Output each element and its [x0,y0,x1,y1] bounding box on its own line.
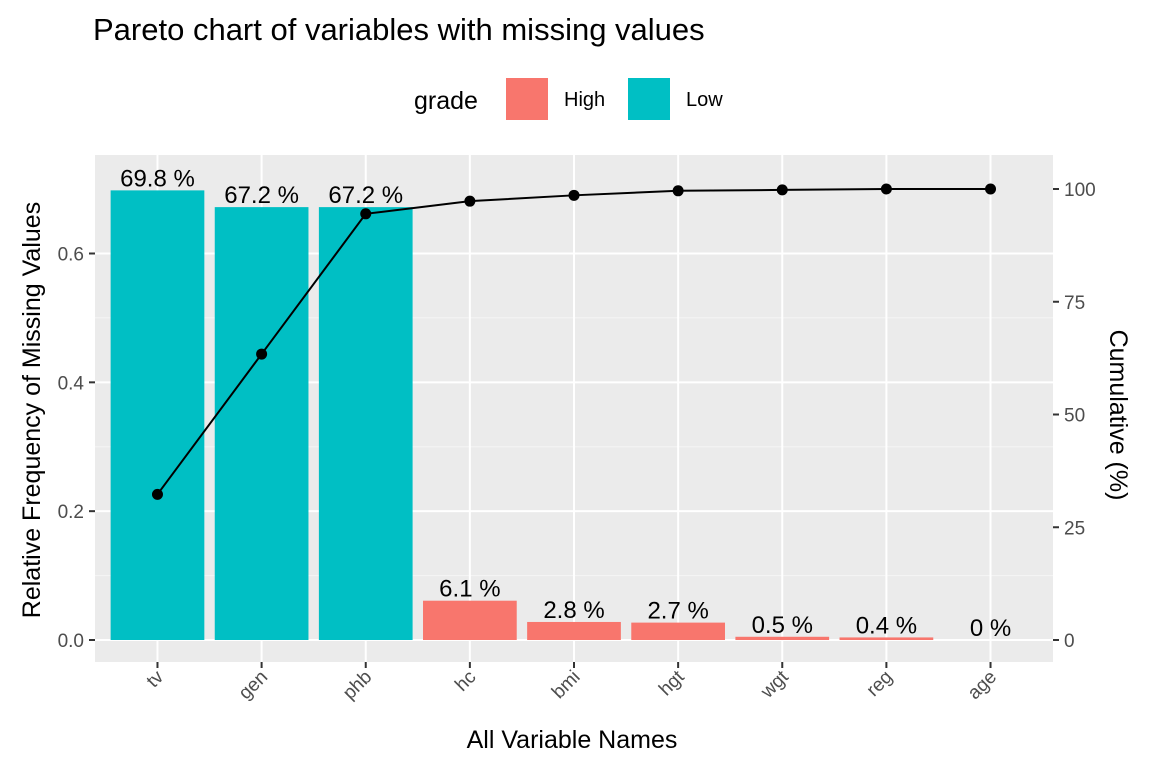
y2-tick-label: 75 [1064,293,1085,314]
bars [110,190,934,640]
bar-label-reg: 0.4 % [856,612,917,639]
x-axis: tv gen phb hc bmi hgt wgt reg age [143,662,1001,704]
bar-label-hgt: 2.7 % [647,598,708,625]
bar-labels: 69.8 % 67.2 % 67.2 % 6.1 % 2.8 % 2.7 % 0.5 % 0.… [120,165,1011,642]
legend-key-high [506,78,548,120]
y2-axis-title: Cumulative (%) [1104,330,1132,501]
cumulative-point-gen [256,348,268,360]
y2-tick-label: 0 [1064,631,1075,652]
y-axis-right: 0 25 50 75 100 [1053,180,1096,652]
bar-phb [318,207,413,640]
chart-title: Pareto chart of variables with missing v… [93,12,705,47]
y-axis-title: Relative Frequency of Missing Values [18,202,46,618]
x-tick-label-age: age [964,667,1001,704]
bar-label-age: 0 % [970,615,1011,642]
y2-tick-label: 25 [1064,518,1085,539]
y2-tick-label: 100 [1064,180,1096,201]
bar-hgt [631,622,725,640]
legend-label-low: Low [686,89,723,111]
bar-label-gen: 67.2 % [224,182,299,209]
y-tick-label: 0.4 [58,373,85,394]
cumulative-point-bmi [568,189,580,201]
y-axis-left: 0.0 0.2 0.4 0.6 [58,245,95,652]
bar-label-phb: 67.2 % [328,182,403,209]
x-tick-label-hc: hc [451,667,480,696]
cumulative-point-hc [464,195,476,207]
x-tick-label-hgt: hgt [655,666,689,700]
y-tick-label: 0.2 [58,502,84,523]
cumulative-line [151,183,997,500]
x-tick-label-bmi: bmi [548,667,585,704]
bar-label-tv: 69.8 % [120,165,195,192]
cumulative-point-reg [880,183,892,195]
bar-gen [214,207,309,640]
x-tick-label-reg: reg [863,667,897,701]
cumulative-point-age [985,183,997,195]
bar-bmi [527,621,621,640]
x-axis-title: All Variable Names [467,726,678,754]
legend: grade High Low [414,78,723,120]
bar-hc [423,600,517,640]
bar-label-wgt: 0.5 % [752,612,813,639]
y-tick-label: 0.0 [58,631,84,652]
cumulative-point-hgt [672,185,684,197]
legend-key-low [628,78,670,120]
x-tick-label-gen: gen [235,667,272,704]
x-tick-label-phb: phb [339,667,376,704]
legend-title: grade [414,87,478,115]
cumulative-point-phb [360,208,372,220]
cumulative-point-wgt [776,184,788,196]
bar-tv [110,190,205,640]
bar-reg [839,637,934,640]
cumulative-point-tv [151,488,163,500]
x-tick-label-tv: tv [143,666,169,692]
y2-tick-label: 50 [1064,406,1085,427]
x-tick-label-wgt: wgt [756,666,793,703]
legend-label-high: High [564,89,605,111]
bar-wgt [735,636,830,640]
bar-label-bmi: 2.8 % [543,597,604,624]
bar-label-hc: 6.1 % [439,576,500,603]
y-tick-label: 0.6 [58,245,84,266]
